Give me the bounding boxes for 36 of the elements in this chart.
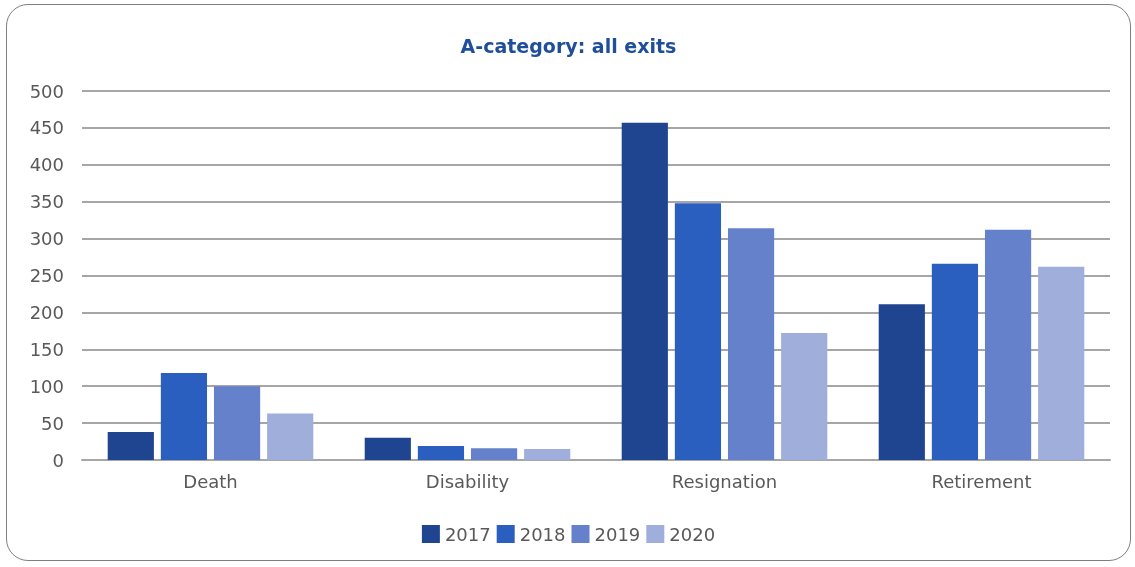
- y-tick-label: 100: [29, 375, 64, 397]
- legend-label: 2017: [444, 523, 491, 545]
- bar: [727, 228, 775, 460]
- x-tick-label: Disability: [425, 470, 510, 492]
- bar: [621, 122, 668, 460]
- y-tick-label: 350: [29, 191, 64, 213]
- bar: [674, 203, 722, 460]
- y-tick-label: 150: [29, 338, 64, 360]
- bar: [160, 372, 208, 460]
- y-tick-label: 50: [41, 412, 64, 434]
- y-tick-label: 200: [29, 301, 64, 323]
- bar: [213, 386, 261, 460]
- bar: [1038, 266, 1085, 460]
- bar: [417, 445, 465, 460]
- y-tick-label: 300: [29, 228, 64, 250]
- bar: [470, 448, 518, 460]
- bar: [781, 333, 828, 460]
- bar: [878, 304, 925, 460]
- x-tick-label: Resignation: [671, 470, 778, 492]
- y-tick-label: 500: [29, 80, 64, 102]
- bar: [267, 413, 314, 460]
- chart-title: A-category: all exits: [460, 34, 677, 57]
- y-tick-label: 250: [29, 265, 64, 286]
- x-tick-label: Death: [183, 470, 238, 492]
- bar: [931, 263, 979, 460]
- x-tick-label: Retirement: [931, 470, 1032, 492]
- y-tick-label: 400: [29, 154, 64, 176]
- y-tick-label: 450: [29, 117, 64, 139]
- legend-label: 2019: [594, 523, 641, 545]
- y-tick-label: 0: [52, 449, 64, 471]
- bar: [524, 448, 571, 460]
- bar: [984, 229, 1032, 460]
- legend-label: 2020: [669, 523, 716, 545]
- bar: [364, 437, 411, 460]
- bar: [107, 431, 154, 460]
- legend-label: 2018: [519, 523, 566, 545]
